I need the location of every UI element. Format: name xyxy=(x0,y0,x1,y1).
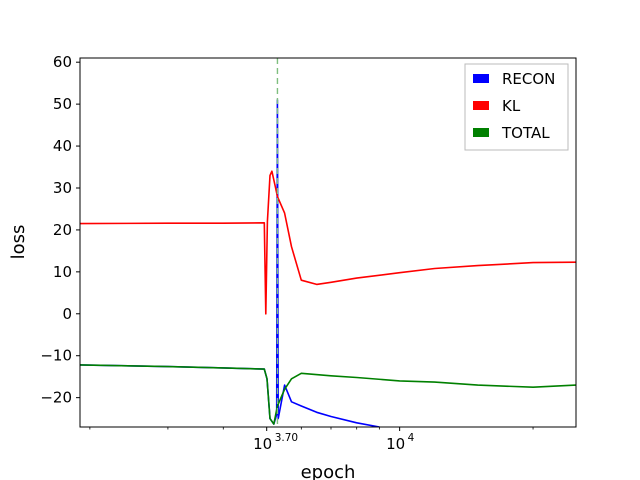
y-tick-label: 50 xyxy=(53,95,72,113)
y-axis-label: loss xyxy=(8,225,29,260)
y-tick-label: −20 xyxy=(40,389,72,407)
legend-label-recon: RECON xyxy=(502,70,555,88)
x-axis-label: epoch xyxy=(301,462,356,480)
y-tick-label: 20 xyxy=(53,221,72,239)
x-tick-exponent: 3.70 xyxy=(275,432,298,444)
y-tick-label: −10 xyxy=(40,347,72,365)
x-tick-label: 10 xyxy=(386,435,405,453)
series-line-recon xyxy=(80,99,380,427)
plot-frame xyxy=(79,57,577,428)
legend: RECON KL TOTAL xyxy=(464,63,569,151)
x-tick-exponent: 4 xyxy=(408,432,415,444)
y-tick-label: 0 xyxy=(62,305,72,323)
x-axis-ticks: 10 3.70 10 4 xyxy=(89,427,534,453)
series-line-total xyxy=(80,364,576,425)
series-line-kl xyxy=(80,170,576,315)
legend-swatch-recon xyxy=(473,74,489,83)
y-tick-label: 60 xyxy=(53,53,72,71)
legend-label-kl: KL xyxy=(502,97,521,115)
legend-label-total: TOTAL xyxy=(501,124,550,142)
x-tick-label: 10 xyxy=(253,435,272,453)
y-axis-ticks: −20 −10 0 10 20 30 40 50 60 xyxy=(40,53,80,407)
y-tick-label: 30 xyxy=(53,179,72,197)
y-tick-label: 10 xyxy=(53,263,72,281)
legend-swatch-kl xyxy=(473,101,489,110)
y-tick-label: 40 xyxy=(53,137,72,155)
legend-swatch-total xyxy=(473,128,489,137)
